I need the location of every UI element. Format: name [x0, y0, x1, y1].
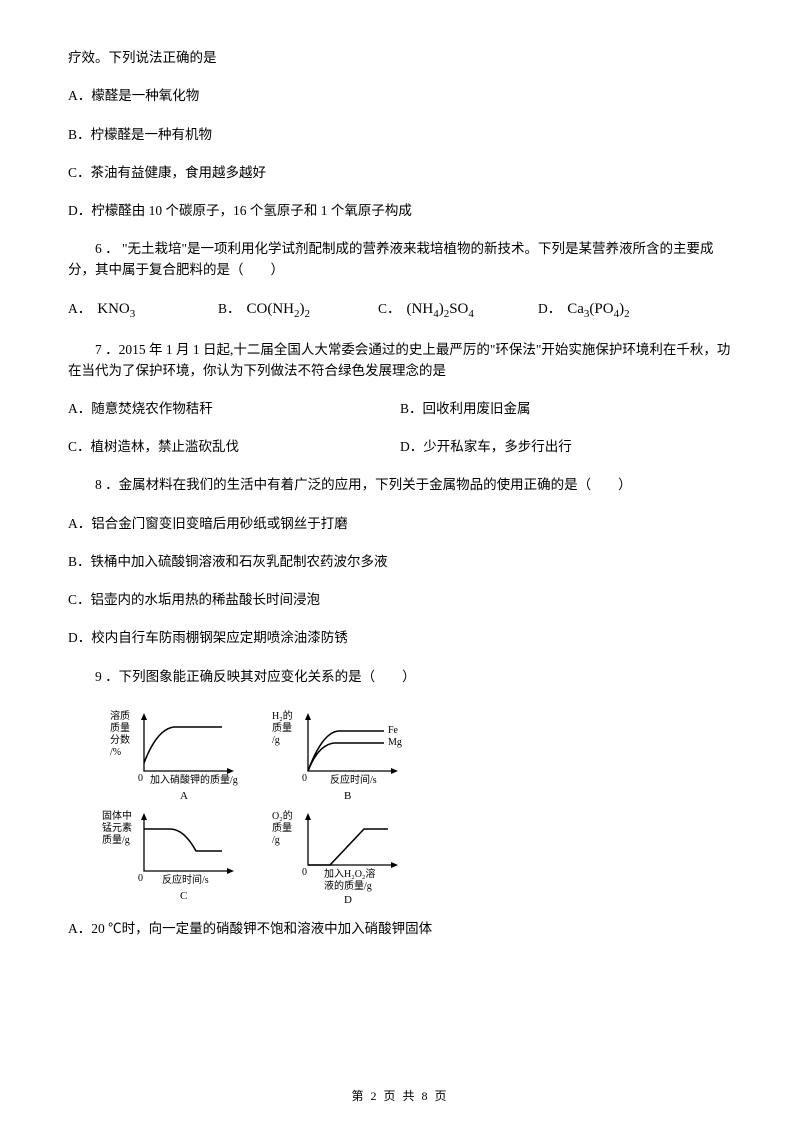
q9-text: 9 ．下列图象能正确反映其对应变化关系的是（ ） [68, 667, 732, 687]
q6-d-label: D． [538, 299, 561, 319]
svg-text:溶质: 溶质 [110, 709, 130, 722]
svg-text:/%: /% [110, 747, 121, 758]
q8-opt-a: A．铝合金门窗变旧变暗后用砂纸或钢丝于打磨 [68, 514, 732, 534]
q8-opt-b: B．铁桶中加入硫酸铜溶液和石灰乳配制农药波尔多液 [68, 552, 732, 572]
svg-text:0: 0 [138, 873, 143, 884]
svg-text:Mg: Mg [388, 737, 402, 748]
svg-text:固体中: 固体中 [102, 809, 132, 822]
svg-text:/g: /g [272, 835, 280, 846]
svg-text:质量: 质量 [110, 722, 130, 734]
q8-opt-c: C．铝壶内的水垢用热的稀盐酸长时间浸泡 [68, 590, 732, 610]
svg-text:B: B [344, 790, 351, 802]
svg-text:加入硝酸钾的质量/g: 加入硝酸钾的质量/g [150, 773, 238, 786]
q5-opt-a: A．檬醛是一种氧化物 [68, 86, 732, 106]
q5-intro: 疗效。下列说法正确的是 [68, 48, 732, 68]
q5-opt-d: D．柠檬醛由 10 个碳原子，16 个氢原子和 1 个氧原子构成 [68, 201, 732, 221]
svg-text:0: 0 [138, 773, 143, 784]
q6-a-formula: KNO3 [97, 298, 135, 323]
q6-options: A． KNO3 B． CO(NH2)2 C． (NH4)2SO4 D． Ca3(… [68, 298, 732, 323]
q6-b-label: B． [218, 299, 241, 319]
svg-text:O₂的: O₂的 [272, 809, 293, 822]
svg-text:反应时间/s: 反应时间/s [330, 773, 377, 786]
svg-text:/g: /g [272, 735, 280, 746]
q6-c-label: C． [378, 299, 401, 319]
svg-text:0: 0 [302, 773, 307, 784]
svg-text:Fe: Fe [388, 725, 399, 736]
q5-opt-c: C．茶油有益健康，食用越多越好 [68, 163, 732, 183]
q6-d-formula: Ca3(PO4)2 [567, 298, 629, 323]
svg-text:加入H₂O₂溶: 加入H₂O₂溶 [324, 867, 375, 880]
svg-text:质量: 质量 [272, 722, 292, 734]
svg-text:0: 0 [302, 867, 307, 878]
svg-text:液的质量/g: 液的质量/g [324, 879, 372, 892]
page-footer: 第 2 页 共 8 页 [0, 1087, 800, 1104]
svg-text:质量: 质量 [272, 822, 292, 834]
q5-opt-b: B．柠檬醛是一种有机物 [68, 125, 732, 145]
q8-opt-d: D．校内自行车防雨棚钢架应定期喷涂油漆防锈 [68, 628, 732, 648]
q9-opt-a: A．20 ℃时，向一定量的硝酸钾不饱和溶液中加入硝酸钾固体 [68, 919, 732, 939]
svg-text:反应时间/s: 反应时间/s [162, 873, 209, 886]
q6-c-formula: (NH4)2SO4 [407, 298, 474, 323]
svg-text:A: A [180, 790, 188, 802]
svg-text:锰元素: 锰元素 [102, 821, 132, 834]
q7-opt-c: C．植树造林，禁止滥砍乱伐 [68, 437, 400, 457]
q8-text: 8 ．金属材料在我们的生活中有着广泛的应用，下列关于金属物品的使用正确的是（ ） [68, 475, 732, 495]
svg-text:C: C [180, 890, 187, 902]
q6-b-formula: CO(NH2)2 [247, 298, 311, 323]
svg-text:H₂的: H₂的 [272, 709, 293, 722]
q6-text: 6 ． "无土栽培"是一项利用化学试剂配制成的营养液来栽培植物的新技术。下列是某… [68, 239, 732, 280]
q7-text: 7 ．2015 年 1 月 1 日起,十二届全国人大常委会通过的史上最严厉的"环… [68, 340, 732, 381]
q6-a-label: A． [68, 299, 91, 319]
q9-charts: 溶质 质量 分数 /% 0 加入硝酸钾的质量/g A H₂的 质量 /g [102, 705, 732, 905]
q7-opt-a: A．随意焚烧农作物秸秆 [68, 399, 400, 419]
svg-text:D: D [344, 894, 352, 905]
svg-text:质量/g: 质量/g [102, 834, 130, 846]
q7-opt-d: D．少开私家车，多步行出行 [400, 437, 732, 457]
svg-text:分数: 分数 [110, 733, 130, 746]
q7-opt-b: B．回收利用废旧金属 [400, 399, 732, 419]
